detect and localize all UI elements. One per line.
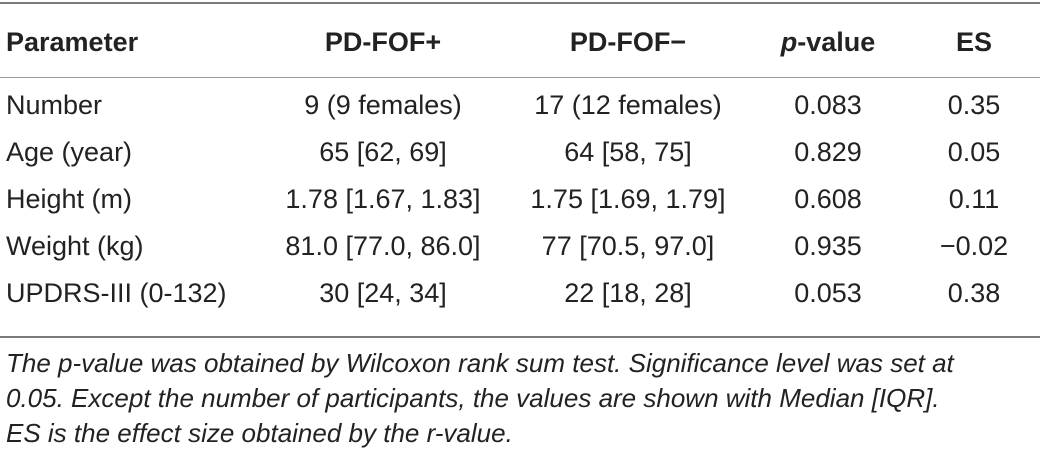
table-row: Height (m) 1.78 [1.67, 1.83] 1.75 [1.69,…: [0, 176, 1040, 223]
table-row: UPDRS-III (0-132) 30 [24, 34] 22 [18, 28…: [0, 270, 1040, 317]
footnote-line: ES is the effect size obtained by the r-…: [6, 418, 513, 448]
cell-pd-fof-minus: 22 [18, 28]: [564, 278, 692, 308]
header-parameter: Parameter: [6, 27, 139, 57]
table-footnote: The p-value was obtained by Wilcoxon ran…: [6, 346, 1036, 451]
table-row: Age (year) 65 [62, 69] 64 [58, 75] 0.829…: [0, 129, 1040, 176]
header-p-value-italic: p: [780, 27, 798, 57]
table-row: Number 9 (9 females) 17 (12 females) 0.0…: [0, 70, 1040, 129]
results-table: Parameter PD-FOF+ PD-FOF− p-value ES Num…: [0, 14, 1040, 317]
cell-p-value: 0.935: [794, 231, 862, 261]
header-pd-fof-minus: PD-FOF−: [569, 27, 687, 57]
cell-parameter: Age (year): [6, 137, 133, 167]
header-p-value: p-value: [748, 14, 908, 70]
cell-pd-fof-plus: 81.0 [77.0, 86.0]: [285, 231, 481, 261]
cell-es: 0.05: [947, 137, 1001, 167]
footnote-line: The p-value was obtained by Wilcoxon ran…: [6, 348, 954, 378]
cell-es: 0.35: [947, 90, 1001, 120]
cell-p-value: 0.083: [794, 90, 862, 120]
cell-pd-fof-plus: 30 [24, 34]: [319, 278, 447, 308]
cell-parameter: UPDRS-III (0-132): [6, 278, 227, 308]
header-p-value-suffix: -value: [797, 27, 876, 57]
header-es: ES: [955, 27, 993, 57]
cell-p-value: 0.053: [794, 278, 862, 308]
cell-es: 0.38: [947, 278, 1001, 308]
cell-es: −0.02: [939, 231, 1009, 261]
cell-parameter: Height (m): [6, 184, 133, 214]
table-header-row: Parameter PD-FOF+ PD-FOF− p-value ES: [0, 14, 1040, 70]
cell-pd-fof-minus: 1.75 [1.69, 1.79]: [530, 184, 726, 214]
cell-pd-fof-minus: 77 [70.5, 97.0]: [541, 231, 715, 261]
cell-pd-fof-plus: 9 (9 females): [304, 90, 462, 120]
header-pd-fof-plus: PD-FOF+: [324, 27, 442, 57]
cell-pd-fof-plus: 65 [62, 69]: [319, 137, 447, 167]
cell-parameter: Weight (kg): [6, 231, 144, 261]
table-row: Weight (kg) 81.0 [77.0, 86.0] 77 [70.5, …: [0, 223, 1040, 270]
table-header-rule: [0, 77, 1040, 78]
cell-p-value: 0.829: [794, 137, 862, 167]
table-top-rule: [0, 2, 1040, 4]
footnote-line: 0.05. Except the number of participants,…: [6, 383, 940, 413]
cell-pd-fof-plus: 1.78 [1.67, 1.83]: [285, 184, 481, 214]
table-bottom-rule: [0, 336, 1040, 338]
cell-p-value: 0.608: [794, 184, 862, 214]
cell-pd-fof-minus: 64 [58, 75]: [564, 137, 692, 167]
cell-parameter: Number: [6, 90, 103, 120]
cell-pd-fof-minus: 17 (12 females): [534, 90, 722, 120]
cell-es: 0.11: [948, 184, 1000, 214]
